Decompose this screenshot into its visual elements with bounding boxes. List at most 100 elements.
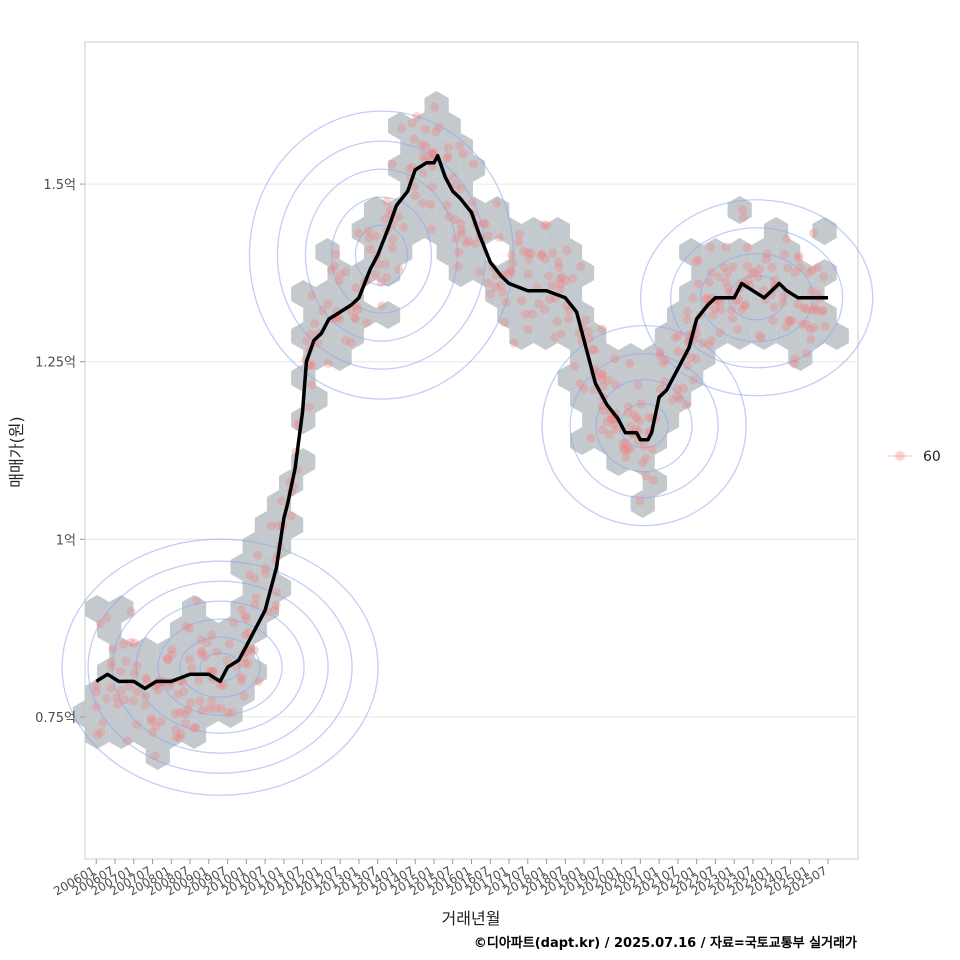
contour-ring [87, 560, 353, 774]
data-point [793, 299, 803, 309]
data-point [215, 680, 225, 690]
data-point [556, 329, 566, 339]
data-point [557, 272, 567, 282]
data-point [116, 666, 126, 676]
data-point [227, 708, 237, 718]
hexbin-cell [642, 343, 667, 371]
data-point [324, 359, 333, 368]
data-point [202, 637, 212, 647]
hexbin-cell [533, 238, 558, 266]
data-point [181, 719, 191, 728]
data-point [783, 263, 793, 273]
data-point [655, 350, 665, 360]
hexbin-cell [291, 322, 316, 350]
data-point [633, 380, 643, 390]
data-point [346, 337, 356, 347]
footer-credit: ©디아파트(dapt.kr) / 2025.07.16 / 자료=국토교통부 실… [474, 935, 857, 951]
data-point [743, 275, 753, 285]
data-point [719, 263, 729, 272]
data-point [623, 444, 633, 454]
data-point [418, 198, 428, 208]
data-point [683, 306, 692, 316]
data-point [91, 681, 101, 691]
data-point [102, 613, 112, 623]
data-point [92, 730, 102, 740]
data-point [179, 687, 189, 697]
data-point [185, 654, 194, 664]
data-point [625, 421, 635, 431]
data-point [126, 607, 136, 617]
data-point [197, 705, 207, 715]
data-point [597, 370, 607, 380]
data-point [686, 353, 696, 362]
data-point [660, 377, 669, 387]
data-point [427, 182, 437, 192]
data-point [509, 338, 519, 348]
data-point [660, 355, 670, 365]
data-point [251, 593, 261, 603]
data-point [492, 198, 502, 208]
hexbin-cell [327, 259, 352, 287]
hexbin-cell [303, 385, 328, 413]
data-point [779, 291, 789, 301]
data-point [586, 433, 596, 443]
data-point [584, 326, 594, 336]
data-point [819, 272, 829, 282]
data-point [806, 286, 816, 296]
hexbin-cell [242, 532, 267, 560]
data-point [364, 226, 373, 236]
data-point [470, 239, 480, 249]
data-point [457, 229, 467, 239]
hexbin-cell [630, 448, 655, 476]
hexbin-cell [339, 322, 364, 350]
hexbin-cell [315, 322, 340, 350]
data-point [498, 287, 508, 297]
data-point [181, 621, 191, 631]
data-point [555, 279, 565, 289]
data-point [141, 673, 151, 683]
hexbin-cell [594, 343, 619, 371]
data-point [250, 574, 260, 583]
hexbin-cell [557, 238, 583, 266]
data-point [704, 277, 714, 287]
data-point [813, 263, 823, 273]
data-point [560, 276, 570, 286]
data-point [802, 320, 812, 329]
x-axis-ticks: 2006012006072007012007072008012008072009… [51, 859, 829, 899]
data-point [141, 691, 150, 701]
data-point [523, 324, 533, 334]
data-point [502, 270, 512, 280]
data-point [552, 317, 562, 326]
data-point [610, 354, 620, 364]
data-point [767, 262, 777, 272]
hexbin-cell [376, 301, 401, 329]
hexbin-cell [594, 427, 619, 455]
hexbin-cell [400, 133, 425, 161]
hexbin-cell [618, 343, 643, 371]
data-point [192, 596, 202, 606]
hexbin-cell [388, 112, 413, 140]
hexbin-cell [751, 280, 777, 308]
hexbin-cell [521, 259, 546, 287]
data-point [588, 344, 597, 354]
data-point [353, 305, 363, 315]
data-point [810, 302, 820, 312]
data-point [805, 324, 815, 334]
data-point [714, 272, 724, 282]
data-point [618, 439, 628, 448]
data-point [620, 444, 630, 454]
data-point [118, 640, 128, 649]
data-point [749, 267, 759, 277]
contour-ring [248, 110, 515, 400]
data-point [606, 415, 616, 425]
data-point [479, 218, 489, 228]
data-point [747, 268, 757, 278]
data-point [707, 268, 717, 278]
hexbin-cell [145, 700, 170, 728]
data-point [377, 301, 387, 311]
data-point [480, 220, 490, 229]
data-point [575, 378, 585, 388]
data-point [810, 322, 820, 332]
legend-key-point [895, 451, 905, 461]
data-point [770, 275, 780, 285]
